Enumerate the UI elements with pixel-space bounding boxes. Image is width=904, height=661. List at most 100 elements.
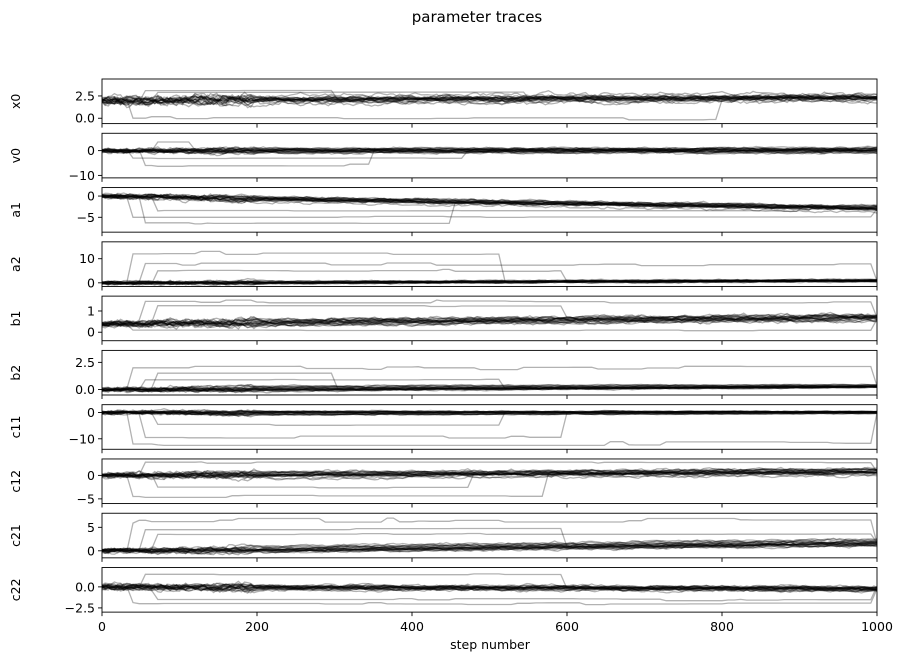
walker-trace bbox=[102, 583, 877, 592]
walker-trace bbox=[102, 582, 877, 592]
walker-trace bbox=[102, 541, 877, 555]
panel-frame bbox=[101, 349, 878, 396]
walker-trace bbox=[102, 193, 877, 211]
panel-a2: 0 10 a2 bbox=[8, 241, 878, 291]
walker-trace bbox=[102, 93, 877, 105]
y-tick-label: −5 bbox=[77, 210, 95, 225]
outlier-trace bbox=[102, 268, 877, 285]
walker-trace bbox=[102, 583, 877, 592]
outlier-trace bbox=[102, 461, 877, 478]
outlier-trace bbox=[102, 469, 877, 499]
outlier-trace bbox=[102, 262, 877, 285]
walker-trace bbox=[102, 385, 877, 392]
walker-trace bbox=[102, 409, 877, 417]
walker-trace bbox=[102, 472, 877, 481]
outlier-trace bbox=[102, 372, 877, 391]
walker-trace bbox=[102, 466, 877, 479]
y-tick-label: 0 bbox=[87, 405, 95, 420]
walker-trace bbox=[102, 148, 877, 154]
walker-trace bbox=[102, 279, 877, 286]
walker-trace bbox=[102, 409, 877, 415]
walker-trace bbox=[102, 410, 877, 417]
walker-trace bbox=[102, 94, 877, 108]
walker-trace bbox=[102, 93, 877, 106]
walker-trace bbox=[102, 410, 877, 417]
walker-trace bbox=[102, 147, 877, 155]
walker-trace bbox=[102, 146, 877, 154]
walker-trace bbox=[102, 541, 877, 555]
walker-trace bbox=[102, 279, 877, 286]
walker-trace bbox=[102, 409, 877, 415]
walker-trace bbox=[102, 312, 877, 327]
walker-trace bbox=[102, 470, 877, 479]
outlier-trace bbox=[102, 91, 877, 104]
walker-trace bbox=[102, 411, 877, 418]
y-tick-label: 0.0 bbox=[75, 579, 95, 594]
walker-trace bbox=[102, 280, 877, 287]
y-axis-label: v0 bbox=[8, 148, 23, 163]
x-tick-label: 400 bbox=[400, 619, 424, 634]
walker-trace bbox=[102, 96, 877, 109]
walker-trace bbox=[102, 279, 877, 286]
x-tick-label: 200 bbox=[245, 619, 269, 634]
walker-trace bbox=[102, 410, 877, 416]
walker-trace bbox=[102, 279, 877, 286]
walker-trace bbox=[102, 469, 877, 481]
outlier-trace bbox=[102, 194, 877, 225]
walker-trace bbox=[102, 385, 877, 393]
walker-trace bbox=[102, 149, 877, 155]
walker-trace bbox=[102, 581, 877, 591]
walker-trace bbox=[102, 543, 877, 556]
outlier-trace bbox=[102, 305, 877, 327]
walker-trace bbox=[102, 538, 877, 554]
walker-trace bbox=[102, 542, 877, 555]
walker-trace bbox=[102, 317, 877, 330]
walker-trace bbox=[102, 194, 877, 211]
walker-trace bbox=[102, 146, 877, 154]
walker-trace bbox=[102, 410, 877, 417]
traces-c12 bbox=[102, 461, 877, 499]
walker-trace bbox=[102, 409, 877, 416]
walker-trace bbox=[102, 583, 877, 593]
y-tick-label: 0 bbox=[87, 468, 95, 483]
walker-trace bbox=[102, 280, 877, 286]
outlier-trace bbox=[102, 532, 877, 553]
walker-trace bbox=[102, 468, 877, 478]
walker-trace bbox=[102, 582, 877, 594]
y-tick-label: 2.5 bbox=[75, 355, 95, 370]
traces-c11 bbox=[102, 408, 877, 447]
walker-trace bbox=[102, 410, 877, 415]
y-tick-label: −10 bbox=[69, 431, 95, 446]
walker-trace bbox=[102, 194, 877, 210]
walker-trace bbox=[102, 147, 877, 154]
walker-trace bbox=[102, 470, 877, 478]
walker-trace bbox=[102, 193, 877, 210]
y-axis-label: b2 bbox=[8, 365, 23, 381]
walker-trace bbox=[102, 583, 877, 594]
walker-trace bbox=[102, 583, 877, 592]
walker-trace bbox=[102, 383, 877, 392]
walker-trace bbox=[102, 585, 877, 594]
walker-trace bbox=[102, 315, 877, 328]
walker-trace bbox=[102, 146, 877, 154]
panel-frame bbox=[101, 132, 878, 179]
walker-trace bbox=[102, 471, 877, 480]
y-tick-label: 0 bbox=[87, 189, 95, 204]
walker-trace bbox=[102, 384, 877, 392]
walker-trace bbox=[102, 147, 877, 154]
y-tick-label: 0.0 bbox=[75, 111, 95, 126]
walker-trace bbox=[102, 583, 877, 593]
walker-trace bbox=[102, 542, 877, 554]
walker-trace bbox=[102, 409, 877, 416]
panel-frame bbox=[101, 404, 878, 450]
y-axis-label: a2 bbox=[8, 256, 23, 272]
outlier-trace bbox=[102, 141, 877, 154]
walker-trace bbox=[102, 148, 877, 155]
panel-frame bbox=[101, 295, 878, 342]
walker-trace bbox=[102, 315, 877, 328]
y-tick-label: 5 bbox=[87, 520, 95, 535]
y-tick-label: 0 bbox=[87, 543, 95, 558]
walker-trace bbox=[102, 583, 877, 591]
walker-trace bbox=[102, 386, 877, 394]
